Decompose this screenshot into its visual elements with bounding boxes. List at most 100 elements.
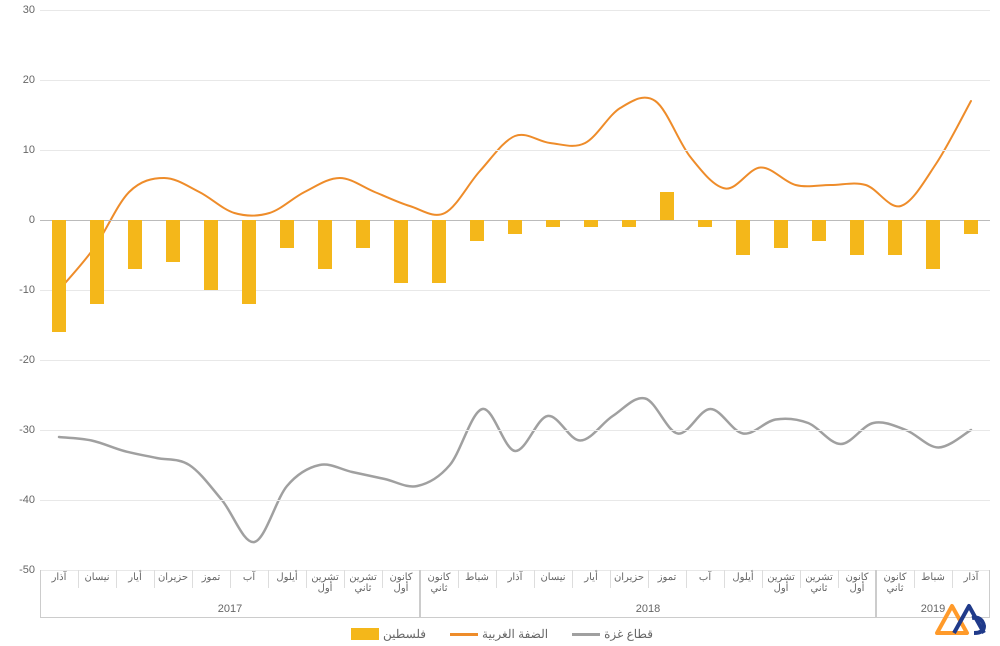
legend-item: فلسطين (347, 627, 426, 641)
month-label: تموز (658, 572, 677, 583)
y-tick-label: 30 (23, 4, 35, 16)
month-separator (686, 570, 687, 588)
month-label: نيسان (540, 572, 565, 583)
month-separator (192, 570, 193, 588)
month-separator (724, 570, 725, 588)
month-separator (648, 570, 649, 588)
y-tick-label: -10 (19, 284, 35, 296)
month-separator (230, 570, 231, 588)
bar (774, 220, 787, 248)
month-separator (458, 570, 459, 588)
line-west-bank (59, 98, 971, 290)
month-separator (800, 570, 801, 588)
bar (432, 220, 445, 283)
bar (242, 220, 255, 304)
y-tick-label: -20 (19, 354, 35, 366)
y-tick-label: 0 (29, 214, 35, 226)
month-separator (344, 570, 345, 588)
gridline (40, 150, 990, 151)
legend-swatch-line (450, 633, 478, 636)
month-label: نيسان (84, 572, 109, 583)
month-separator (496, 570, 497, 588)
legend-item: قطاع غزة (568, 627, 653, 641)
legend-label: الضفة الغربية (482, 627, 548, 641)
month-label: كانونأول (389, 572, 412, 594)
month-label: كانونثاني (883, 572, 906, 594)
month-label: آذار (964, 572, 979, 583)
month-label: شباط (465, 572, 489, 583)
bar (812, 220, 825, 241)
bar (622, 220, 635, 227)
month-label: تشرينثاني (349, 572, 377, 594)
bar (926, 220, 939, 269)
legend: فلسطين الضفة الغربية قطاع غزة (0, 627, 1000, 641)
gridline (40, 80, 990, 81)
month-label: آب (243, 572, 255, 583)
month-label: أيلول (276, 572, 297, 583)
x-axis: 201720182019آذارنيسانأيارحزيرانتموزآبأيل… (40, 570, 990, 618)
plot-area (40, 10, 990, 570)
bar (470, 220, 483, 241)
month-label: كانونثاني (427, 572, 450, 594)
bar (584, 220, 597, 227)
bar (128, 220, 141, 269)
gridline (40, 10, 990, 11)
legend-label: فلسطين (383, 627, 426, 641)
month-label: شباط (921, 572, 945, 583)
bar (850, 220, 863, 255)
month-separator (78, 570, 79, 588)
watermark-logo (932, 598, 992, 638)
month-separator (116, 570, 117, 588)
gridline (40, 290, 990, 291)
month-separator (610, 570, 611, 588)
bar (318, 220, 331, 269)
month-separator (268, 570, 269, 588)
bar (888, 220, 901, 255)
month-separator (306, 570, 307, 588)
bar (280, 220, 293, 248)
legend-item: الضفة الغربية (446, 627, 548, 641)
bar (660, 192, 673, 220)
legend-swatch-line (572, 633, 600, 636)
month-label: تشرينأول (311, 572, 339, 594)
year-label: 2018 (421, 603, 875, 615)
y-tick-label: 10 (23, 144, 35, 156)
bar (356, 220, 369, 248)
legend-swatch-bar (351, 628, 379, 640)
month-label: أيار (584, 572, 597, 583)
y-tick-label: -30 (19, 424, 35, 436)
month-separator (382, 570, 383, 588)
y-tick-label: -50 (19, 564, 35, 576)
month-label: آذار (52, 572, 67, 583)
bar (508, 220, 521, 234)
month-label: آذار (508, 572, 523, 583)
month-label: تشرينثاني (805, 572, 833, 594)
month-label: تموز (202, 572, 221, 583)
gridline (40, 500, 990, 501)
chart-container: -50-40-30-20-100102030 201720182019آذارن… (0, 0, 1000, 646)
y-tick-label: -40 (19, 494, 35, 506)
gridline (40, 360, 990, 361)
month-label: تشرينأول (767, 572, 795, 594)
y-tick-label: 20 (23, 74, 35, 86)
month-separator (914, 570, 915, 588)
bar (698, 220, 711, 227)
month-label: آب (699, 572, 711, 583)
month-separator (838, 570, 839, 588)
line-gaza (59, 398, 971, 542)
month-separator (762, 570, 763, 588)
month-label: حزيران (614, 572, 644, 583)
month-separator (154, 570, 155, 588)
bar (394, 220, 407, 283)
bar (52, 220, 65, 332)
bar (736, 220, 749, 255)
bar (964, 220, 977, 234)
bar (546, 220, 559, 227)
month-label: أيار (128, 572, 141, 583)
month-label: كانونأول (845, 572, 868, 594)
month-label: حزيران (158, 572, 188, 583)
month-separator (534, 570, 535, 588)
year-label: 2017 (41, 603, 419, 615)
legend-label: قطاع غزة (604, 627, 653, 641)
month-separator (952, 570, 953, 588)
